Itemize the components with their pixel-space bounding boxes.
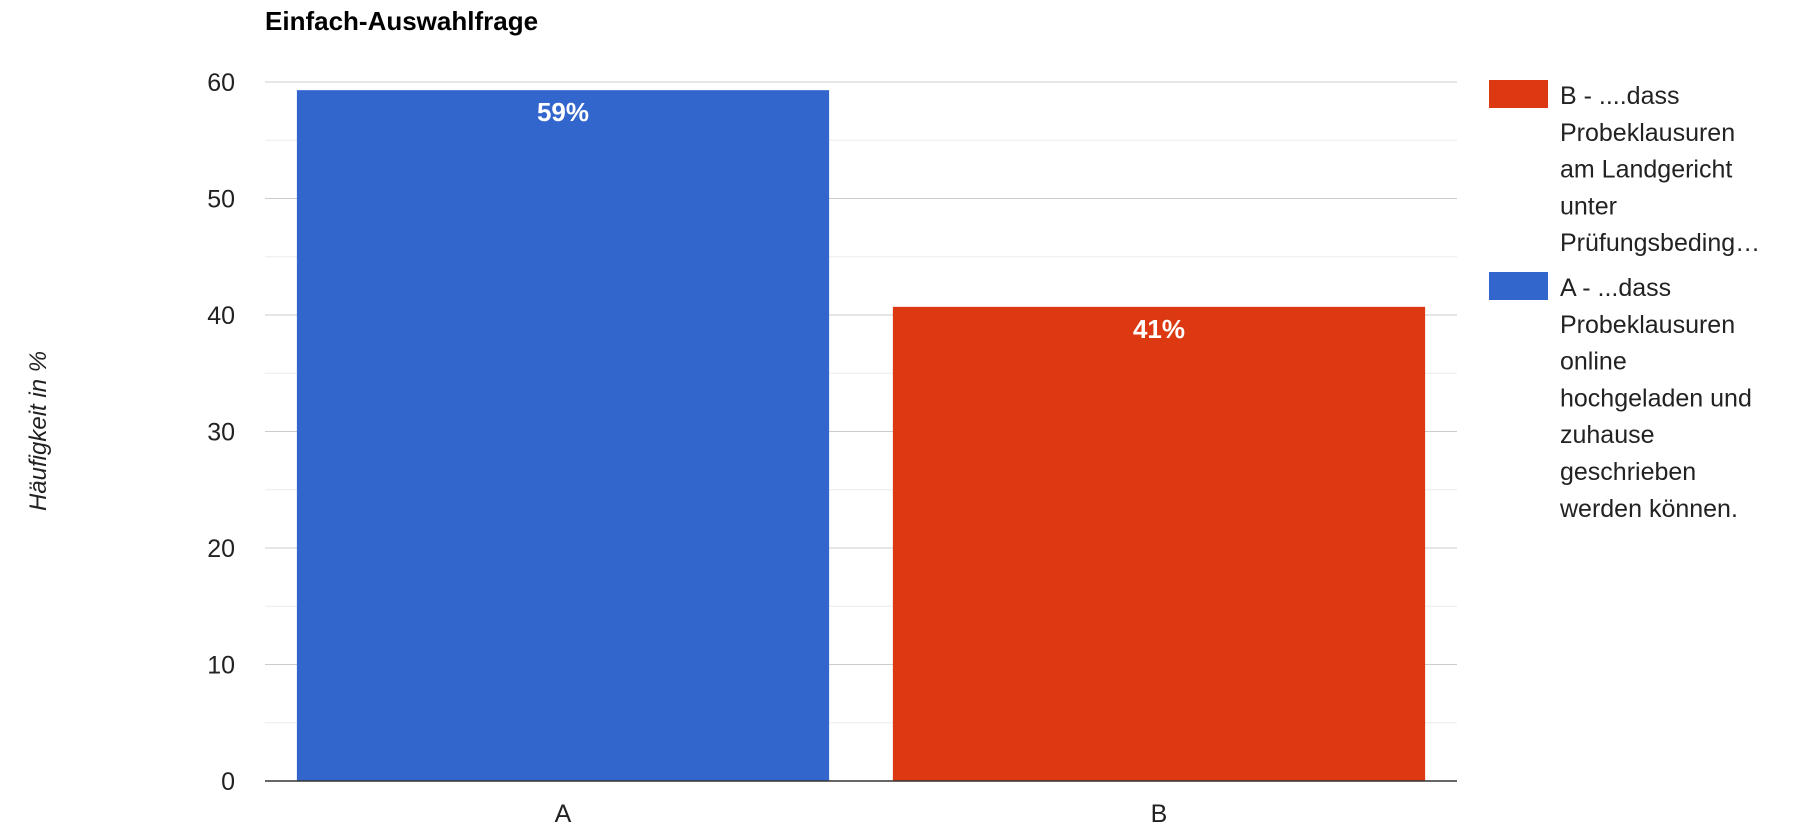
x-tick-label: A <box>555 800 572 828</box>
legend-label-line: hochgeladen und <box>1560 384 1752 412</box>
legend-label-line: werden können. <box>1559 495 1738 523</box>
legend-label-line: Probeklausuren <box>1560 311 1735 339</box>
legend-label-line: unter <box>1560 192 1617 220</box>
y-tick-label: 10 <box>207 652 235 680</box>
legend-label-line: geschrieben <box>1560 458 1696 486</box>
legend-label-line: online <box>1560 348 1627 376</box>
y-tick-label: 60 <box>207 69 235 97</box>
legend-swatch <box>1489 80 1548 108</box>
legend-label-line: Probeklausuren <box>1560 119 1735 147</box>
legend-label-line: Prüfungsbeding… <box>1560 229 1760 257</box>
legend-label-line: B - ....dass <box>1560 82 1679 110</box>
legend: B - ....dass Probeklausuren am Landgericht… <box>1489 80 1760 523</box>
bar-b <box>892 306 1426 781</box>
bars: 59% 41% <box>296 90 1426 781</box>
y-tick-label: 0 <box>221 768 235 796</box>
legend-label-line: zuhause <box>1560 421 1655 449</box>
y-tick-label: 20 <box>207 535 235 563</box>
legend-swatch <box>1489 272 1548 300</box>
legend-label-line: A - ...dass <box>1560 274 1671 302</box>
y-tick-label: 50 <box>207 186 235 214</box>
x-tick-label: B <box>1151 800 1168 828</box>
legend-label-line: am Landgericht <box>1560 156 1732 184</box>
axes: 0 10 20 30 40 50 60 A B <box>207 69 1457 828</box>
bar-a <box>296 90 830 781</box>
y-tick-label: 30 <box>207 419 235 447</box>
y-axis-label: Häufigkeit in % <box>25 351 52 511</box>
data-label: 41% <box>1133 314 1185 344</box>
y-tick-label: 40 <box>207 302 235 330</box>
data-label: 59% <box>537 97 589 127</box>
chart-title: Einfach-Auswahlfrage <box>265 6 538 36</box>
